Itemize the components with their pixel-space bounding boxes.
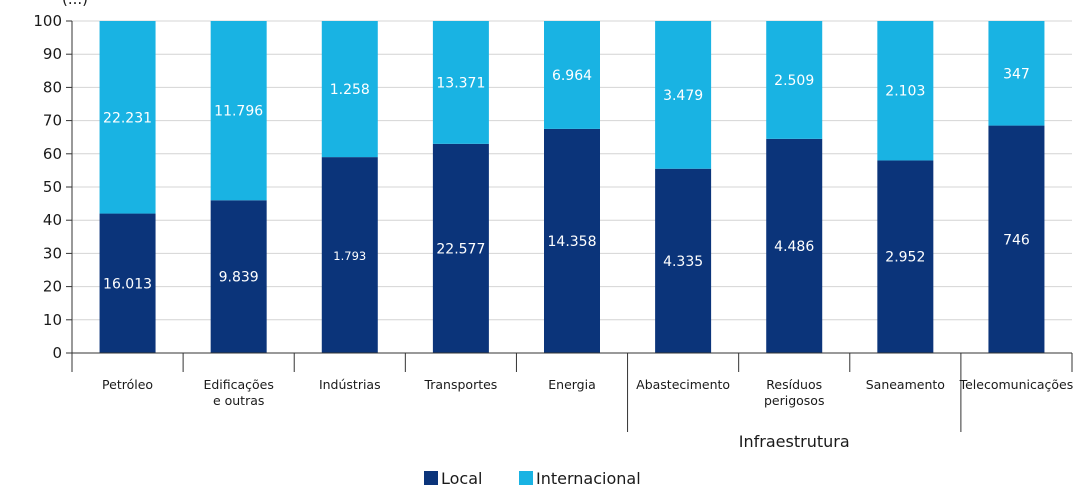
data-label: 746 bbox=[1003, 232, 1030, 248]
x-category-label: perigosos bbox=[764, 393, 825, 408]
legend-label: Internacional bbox=[536, 469, 641, 488]
data-label: 6.964 bbox=[552, 68, 592, 84]
x-group-label: Infraestrutura bbox=[739, 432, 850, 451]
bar-internacional bbox=[210, 21, 267, 201]
x-category-label: Edificações bbox=[203, 377, 273, 392]
bars: 16.013 22.231 9.839 11.796 1.793 1.258 22.577 1… bbox=[99, 21, 1045, 353]
bar-local bbox=[321, 157, 378, 353]
x-category-label: Saneamento bbox=[866, 377, 945, 392]
y-tick-label: 10 bbox=[43, 311, 62, 329]
data-label: 347 bbox=[1003, 66, 1030, 82]
bar-internacional bbox=[655, 21, 712, 169]
data-label: 2.509 bbox=[774, 73, 814, 89]
data-label: 3.479 bbox=[663, 88, 703, 104]
bar-local bbox=[655, 168, 712, 353]
y-tick-label: 40 bbox=[43, 211, 62, 229]
x-category-label: Telecomunicações bbox=[959, 377, 1074, 392]
y-tick-label: 60 bbox=[43, 145, 62, 163]
x-category-label: e outras bbox=[213, 393, 264, 408]
y-axis-unit-label: (...) bbox=[62, 0, 88, 8]
data-label: 2.103 bbox=[885, 84, 925, 100]
bar-local bbox=[99, 213, 156, 353]
x-category-label: Transportes bbox=[423, 377, 497, 392]
x-category-label: Indústrias bbox=[319, 377, 381, 392]
bar-internacional bbox=[99, 21, 156, 214]
y-tick-label: 90 bbox=[43, 45, 62, 63]
bar-internacional bbox=[321, 21, 378, 158]
y-tick-label: 100 bbox=[33, 12, 62, 30]
data-label: 13.371 bbox=[436, 75, 485, 91]
y-tick-label: 0 bbox=[52, 344, 62, 362]
y-axis: 0 10 20 30 40 50 60 70 80 90 100 bbox=[33, 12, 73, 362]
bar-local bbox=[766, 138, 823, 353]
x-category-label: Resíduos bbox=[766, 377, 822, 392]
bar-local bbox=[432, 143, 489, 353]
y-tick-label: 80 bbox=[43, 78, 62, 96]
data-label: 1.258 bbox=[330, 82, 370, 98]
bar-local bbox=[988, 125, 1045, 353]
data-label: 11.796 bbox=[214, 104, 263, 120]
data-label: 1.793 bbox=[333, 249, 366, 263]
x-category-label: Energia bbox=[548, 377, 596, 392]
bar-internacional bbox=[544, 21, 600, 129]
legend-swatch bbox=[424, 471, 438, 485]
x-category-label: Abastecimento bbox=[636, 377, 730, 392]
data-label: 22.577 bbox=[436, 241, 485, 257]
bar-internacional bbox=[432, 21, 489, 144]
bar-local bbox=[877, 160, 934, 353]
data-label: 14.358 bbox=[548, 234, 597, 250]
legend: Local Internacional bbox=[424, 469, 641, 488]
x-category-label: Petróleo bbox=[102, 377, 153, 392]
data-label: 16.013 bbox=[103, 276, 152, 292]
y-tick-label: 50 bbox=[43, 178, 62, 196]
y-tick-label: 20 bbox=[43, 278, 62, 296]
bar-local bbox=[210, 200, 267, 353]
y-tick-label: 70 bbox=[43, 112, 62, 130]
bar-internacional bbox=[988, 21, 1045, 126]
data-label: 2.952 bbox=[885, 250, 925, 266]
data-label: 4.486 bbox=[774, 239, 814, 255]
legend-label: Local bbox=[441, 469, 482, 488]
bar-internacional bbox=[877, 21, 934, 161]
data-label: 4.335 bbox=[663, 254, 703, 270]
data-label: 22.231 bbox=[103, 110, 152, 126]
bar-local bbox=[544, 128, 600, 353]
bar-internacional bbox=[766, 21, 823, 139]
data-label: 9.839 bbox=[219, 270, 259, 286]
y-tick-label: 30 bbox=[43, 244, 62, 262]
legend-swatch bbox=[519, 471, 533, 485]
